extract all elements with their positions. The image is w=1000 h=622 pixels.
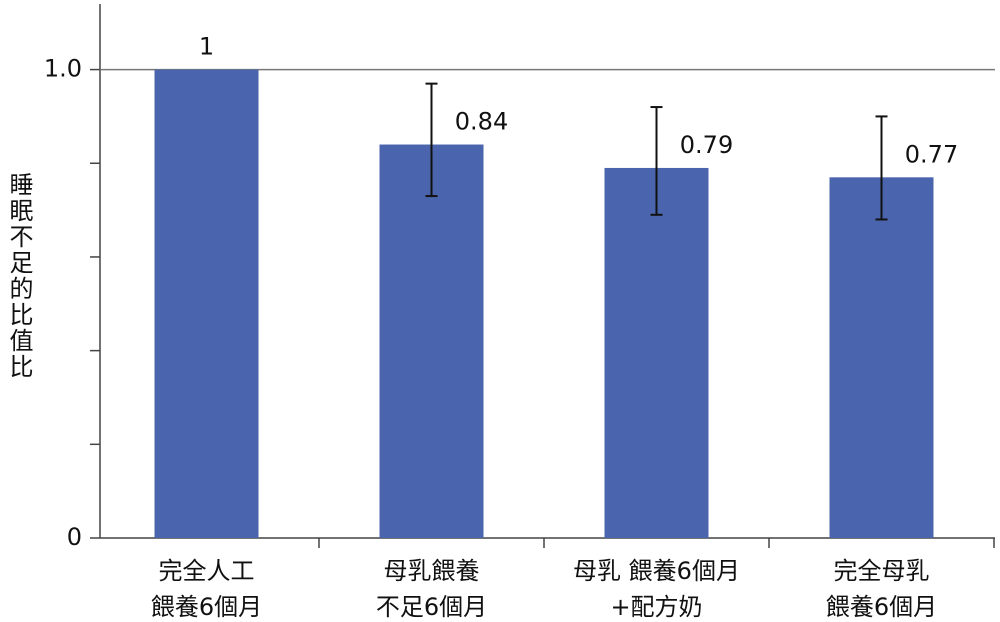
x-tick-label: 餵養6個月 — [826, 593, 937, 621]
bar — [154, 69, 259, 538]
bar — [829, 177, 934, 538]
x-tick-label: 母乳餵養 — [384, 557, 480, 585]
y-axis-label: 睡眠不足的比值比 — [5, 172, 33, 380]
x-tick-label: 餵養6個月 — [151, 593, 262, 621]
value-label: 0.77 — [905, 140, 958, 168]
bar — [604, 167, 709, 538]
x-tick-label: 母乳 餵養6個月 — [573, 557, 740, 585]
value-label: 0.79 — [680, 131, 733, 159]
x-tick-label: 不足6個月 — [376, 593, 487, 621]
value-label: 0.84 — [455, 108, 508, 136]
y-tick-label: 1.0 — [44, 55, 82, 83]
x-tick-label: 完全母乳 — [834, 557, 930, 585]
x-tick-label: 完全人工 — [159, 557, 255, 585]
bar — [379, 144, 484, 539]
x-tick-label: +配方奶 — [610, 593, 702, 621]
y-tick-label: 0 — [67, 523, 82, 551]
value-label: 1 — [199, 33, 214, 61]
